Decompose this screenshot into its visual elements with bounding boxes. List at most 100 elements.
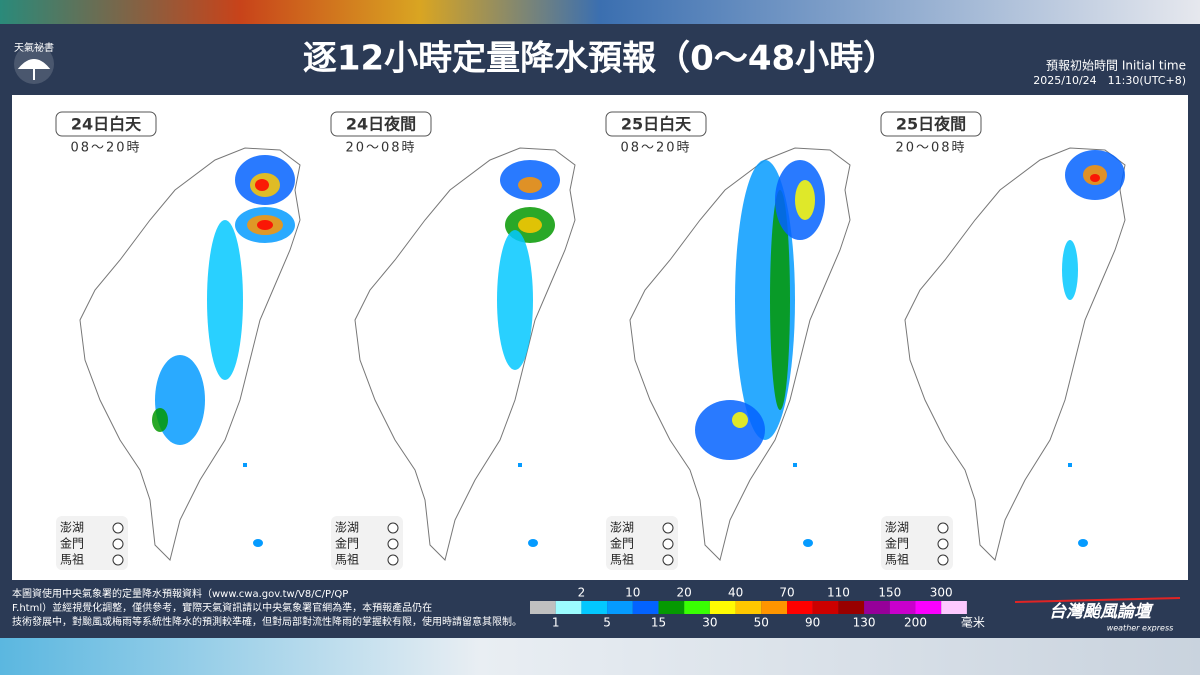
panel-day: 25日夜間 — [896, 115, 966, 134]
footer-note-text: 本圖資使用中央氣象署的定量降水預報資料（www.cwa.gov.tw/V8/C/… — [12, 587, 348, 600]
panel-day: 24日夜間 — [346, 115, 416, 134]
footer-note: 本圖資使用中央氣象署的定量降水預報資料（www.cwa.gov.tw/V8/C/… — [12, 587, 522, 628]
legend-swatch — [889, 601, 916, 614]
panel-hours: 08～20時 — [70, 141, 141, 156]
islet — [243, 463, 247, 467]
rain-area — [518, 217, 542, 233]
island-marker — [387, 554, 399, 566]
initial-time-label: 預報初始時間 Initial time — [1046, 59, 1186, 73]
islet — [793, 463, 797, 467]
legend-unit: 毫米 — [961, 615, 985, 630]
islet — [253, 539, 263, 547]
rain-area — [1090, 174, 1100, 182]
islet — [803, 539, 813, 547]
legend-swatch — [838, 601, 865, 614]
rain-area — [497, 230, 533, 370]
panel-hours: 08～20時 — [620, 141, 691, 156]
legend-swatch — [555, 601, 582, 614]
legend-label: 40 — [728, 586, 743, 600]
legend-swatch — [812, 601, 839, 614]
island-name: 澎湖 — [885, 520, 909, 535]
island-name: 馬祖 — [60, 552, 84, 567]
island-name: 馬祖 — [335, 552, 359, 567]
rain-area — [795, 180, 815, 220]
rain-area — [152, 408, 168, 432]
rain-area — [518, 177, 542, 193]
brand-sub: weather express — [1107, 624, 1174, 633]
island-marker — [662, 554, 674, 566]
title: 逐12小時定量降水預報（0～48小時） — [303, 39, 897, 79]
panel-label-box — [330, 111, 432, 137]
rain-area — [257, 220, 273, 230]
legend-label: 150 — [878, 586, 901, 600]
rain-area — [732, 412, 748, 428]
initial-time: 2025/10/24 11:30(UTC+8) — [1033, 74, 1186, 87]
panel-hours: 20～08時 — [345, 141, 416, 156]
legend: 1 2 5 10 15 20 30 40 50 70 90 110 130 150 200 300 毫米 — [530, 586, 985, 630]
legend-swatch — [684, 601, 710, 614]
rain-area — [155, 355, 205, 445]
panel-day: 24日白天 — [71, 115, 142, 134]
rain-area — [770, 190, 790, 410]
footer-note-line: 技術發展中，對颱風或梅雨等系統性降水的預測較準確，但對局部對流性降雨的掌握較有限… — [12, 615, 522, 628]
legend-label: 50 — [754, 616, 769, 630]
top-strip — [0, 0, 1200, 24]
rain-area — [1062, 240, 1078, 300]
rain-area — [255, 179, 269, 191]
legend-label: 130 — [853, 616, 876, 630]
legend-swatch — [632, 601, 659, 614]
legend-label: 15 — [651, 616, 666, 630]
legend-swatch — [941, 601, 967, 614]
panel-label-box — [55, 111, 157, 137]
rain-area — [695, 400, 765, 460]
islet — [528, 539, 538, 547]
panel-hours: 20～08時 — [895, 141, 966, 156]
legend-swatch — [735, 601, 762, 614]
island-name: 金門 — [60, 536, 84, 551]
rain-area — [207, 220, 243, 380]
island-marker — [937, 538, 949, 550]
island-marker — [937, 554, 949, 566]
islet — [1068, 463, 1072, 467]
islands-box — [331, 516, 403, 570]
legend-swatch — [530, 601, 556, 614]
legend-label: 110 — [827, 586, 850, 600]
brand-line — [1014, 597, 1181, 603]
legend-swatch — [864, 601, 890, 614]
island-marker — [112, 538, 124, 550]
islands-box — [606, 516, 678, 570]
legend-swatch — [915, 601, 942, 614]
island-name: 澎湖 — [335, 520, 359, 535]
legend-label: 10 — [625, 586, 640, 600]
legend-swatch — [787, 601, 813, 614]
legend-label: 70 — [779, 586, 794, 600]
island-marker — [937, 522, 949, 534]
legend-label: 20 — [677, 586, 692, 600]
islands-box — [56, 516, 128, 570]
legend-label: 2 — [578, 586, 586, 600]
legend-label: 300 — [930, 586, 953, 600]
island-name: 澎湖 — [610, 520, 634, 535]
legend-label: 1 — [552, 616, 560, 630]
island-marker — [112, 522, 124, 534]
island-name: 馬祖 — [610, 552, 634, 567]
bottom-strip — [0, 638, 1200, 675]
legend-label: 30 — [702, 616, 717, 630]
island-name: 金門 — [885, 536, 909, 551]
islet — [1078, 539, 1088, 547]
legend-label: 90 — [805, 616, 820, 630]
umbrella-icon — [17, 59, 51, 80]
legend-label: 5 — [603, 616, 611, 630]
island-name: 馬祖 — [885, 552, 909, 567]
islet — [518, 463, 522, 467]
logo-text: 天氣祕書 — [14, 41, 54, 54]
island-marker — [662, 522, 674, 534]
brand: 台灣颱風論壇 — [1049, 602, 1154, 622]
legend-swatch — [581, 601, 608, 614]
panel-label-box — [880, 111, 982, 137]
island-marker — [662, 538, 674, 550]
